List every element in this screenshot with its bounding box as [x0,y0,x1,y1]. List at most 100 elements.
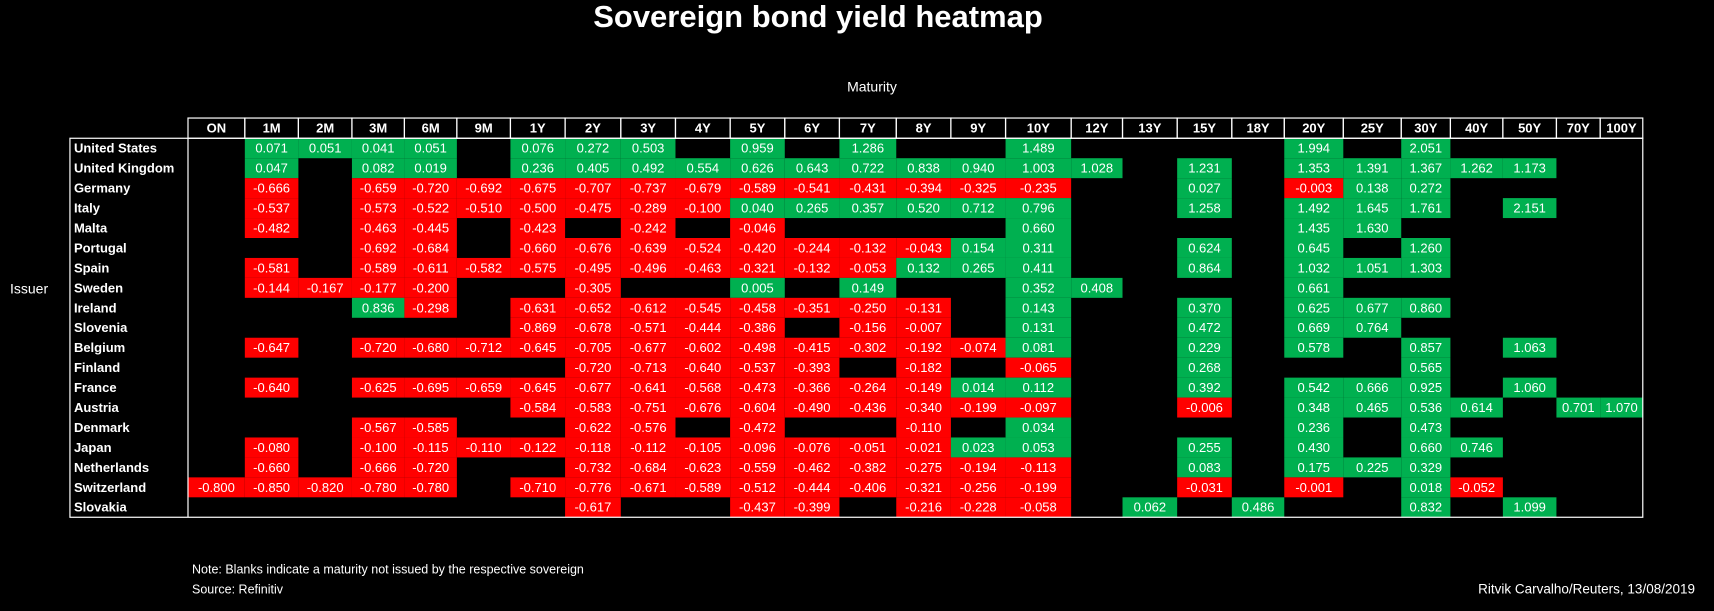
x-tick-label: 25Y [1361,121,1384,136]
heat-cell [839,158,897,179]
cell-label: 0.040 [741,201,774,216]
heat-cell [896,377,951,398]
heat-cell [1177,317,1232,338]
cell-label: 0.411 [1023,260,1055,275]
heat-cell [351,277,405,298]
x-tick-label: 9Y [970,121,986,136]
heat-cell [1401,357,1451,378]
heat-cell [950,178,1006,199]
cell-label: -0.645 [519,340,556,355]
cell-label: -0.406 [849,480,886,495]
y-tick-label: Japan [74,440,112,455]
cell-label: -0.780 [412,480,449,495]
heat-cell [351,417,405,438]
heat-cell [896,437,951,458]
cell-label: 1.489 [1022,141,1055,156]
heat-cell [404,477,457,498]
cell-label: -0.710 [519,480,556,495]
heat-cell [510,158,566,179]
cell-label: -0.490 [794,400,831,415]
heat-cell [675,178,731,199]
cell-label: 0.047 [255,161,288,176]
cell-label: -0.676 [575,240,612,255]
cell-label: -0.436 [849,400,886,415]
cell-label: -0.537 [253,201,290,216]
heat-cell [244,178,299,199]
heat-cell [1343,377,1402,398]
heat-cell [675,297,731,318]
heat-cell [675,357,731,378]
cell-label: 1.353 [1298,161,1331,176]
cell-label: 0.430 [1298,440,1331,455]
heat-cell [675,477,731,498]
cell-label: -0.325 [960,181,997,196]
cell-label: -0.351 [794,300,831,315]
cell-label: -0.118 [575,440,611,455]
heat-cell [896,178,951,199]
y-tick-label: Netherlands [74,460,149,475]
heat-cell [565,297,621,318]
heat-cell [1284,198,1344,219]
cell-label: 0.255 [1188,440,1221,455]
heat-cell [351,257,405,278]
cell-label: -0.100 [360,440,397,455]
cell-label: -0.132 [794,260,831,275]
heat-cell [565,317,621,338]
x-tick-label: 9M [475,121,493,136]
cell-label: 0.660 [1410,440,1443,455]
heat-cell [896,297,951,318]
x-tick-label: 1Y [530,121,546,136]
cell-label: -0.007 [905,320,942,335]
cell-label: -0.589 [684,480,721,495]
heat-cell [244,138,299,159]
heat-cell [565,158,621,179]
x-tick-label: 10Y [1027,121,1050,136]
heat-cell [1450,477,1503,498]
y-tick-label: Belgium [74,340,125,355]
cell-label: -0.244 [794,240,831,255]
cell-label: -0.720 [412,460,449,475]
cell-label: -0.482 [253,220,290,235]
cell-label: 1.761 [1410,201,1443,216]
heat-cell [1401,377,1451,398]
heat-cell [187,477,245,498]
heat-cell [950,238,1006,258]
heat-cell [404,417,457,438]
heat-cell [839,198,897,219]
heat-cell [896,238,951,258]
cell-label: -0.199 [1020,480,1057,495]
cell-label: -0.737 [630,181,667,196]
y-tick-label: Finland [74,360,120,375]
cell-label: -0.431 [849,181,886,196]
cell-label: 1.645 [1356,201,1389,216]
cell-label: 1.262 [1460,161,1493,176]
heat-cell [620,297,676,318]
cell-label: 0.645 [1298,240,1331,255]
heat-cell [1343,218,1402,239]
cell-label: -0.679 [684,181,721,196]
cell-label: -0.869 [519,320,556,335]
cell-label: 0.565 [1410,360,1443,375]
cell-label: -0.003 [1295,181,1332,196]
cell-label: 0.272 [1410,181,1443,196]
cell-label: -0.631 [519,300,556,315]
cell-label: -0.444 [684,320,721,335]
cell-label: 0.041 [362,141,395,156]
cell-label: 0.624 [1188,240,1221,255]
cell-label: -0.751 [630,400,667,415]
heat-cell [950,377,1006,398]
heat-cell [620,218,676,239]
heat-cell [839,138,897,159]
cell-label: 1.028 [1081,161,1114,176]
heat-cell [784,297,840,318]
heat-cell [1005,178,1072,199]
heat-cell [730,238,785,258]
cell-label: 2.051 [1410,141,1443,156]
cell-label: -0.242 [630,220,667,235]
cell-label: 0.132 [907,260,940,275]
heat-cell [896,497,951,518]
cell-label: -0.382 [849,460,886,475]
heat-cell [620,417,676,438]
heat-cell [404,277,457,298]
cell-label: -0.684 [630,460,667,475]
